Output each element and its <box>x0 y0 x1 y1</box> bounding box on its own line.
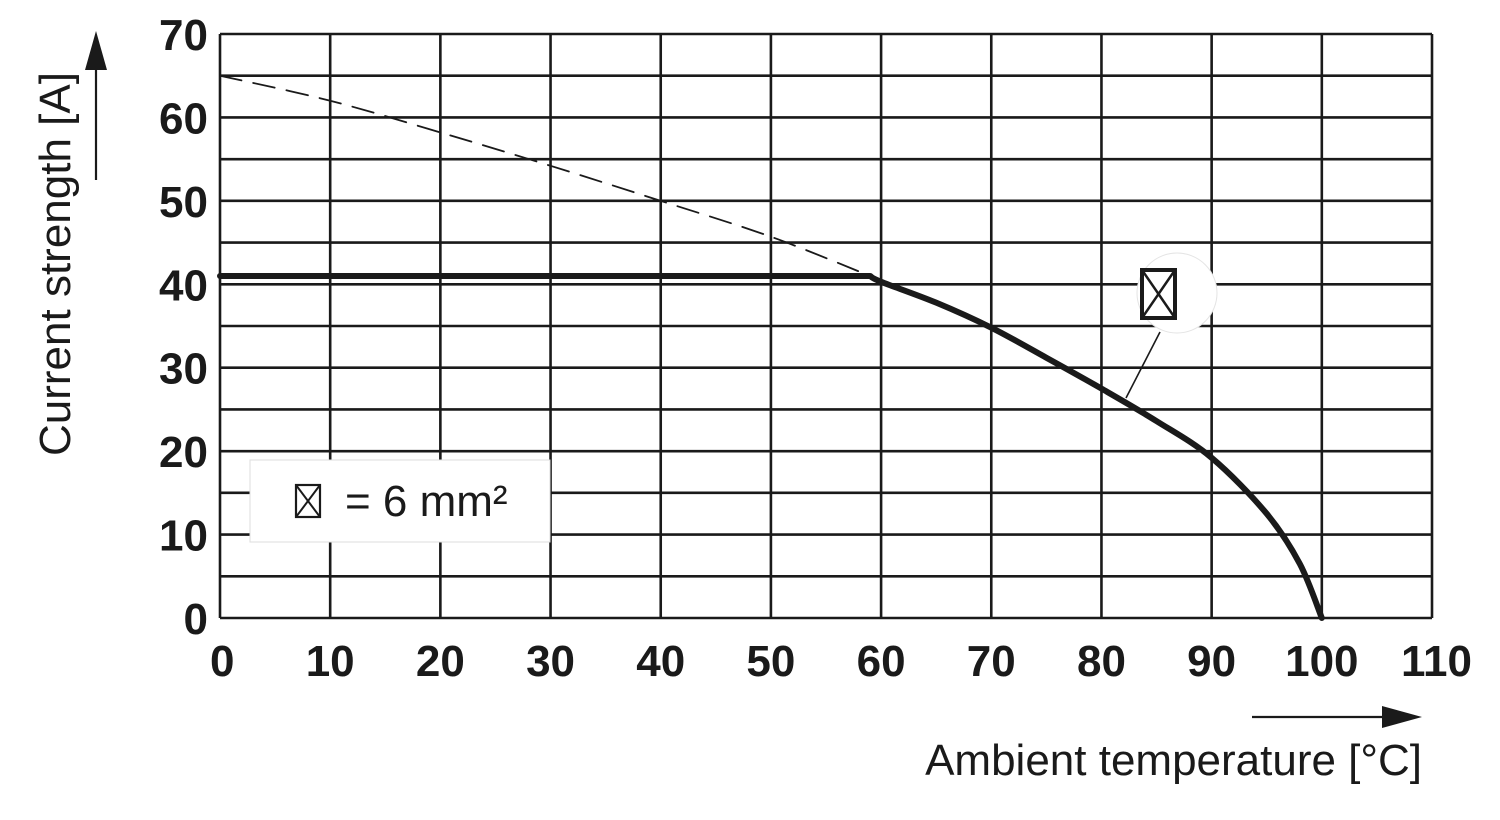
legend: = 6 mm² <box>249 459 551 543</box>
x-tick-label: 70 <box>967 637 1016 686</box>
x-axis-title-group: Ambient temperature [°C] <box>925 706 1422 785</box>
y-tick-label: 30 <box>159 345 208 394</box>
wire-cross-section-icon <box>1140 268 1177 320</box>
y-axis-title-group: Current strength [A] <box>31 31 107 456</box>
y-axis-title: Current strength [A] <box>31 72 80 456</box>
annotation-leader-line <box>1125 331 1161 399</box>
y-tick-label: 40 <box>159 261 208 310</box>
grid <box>218 32 1434 620</box>
x-tick-label: 60 <box>857 637 906 686</box>
x-tick-label: 90 <box>1187 637 1236 686</box>
y-tick-label: 20 <box>159 428 208 477</box>
legend-text: = 6 mm² <box>345 477 508 526</box>
x-tick-label: 80 <box>1077 637 1126 686</box>
curve-annotation <box>1125 252 1218 399</box>
x-tick-label: 100 <box>1285 637 1358 686</box>
y-tick-label: 10 <box>159 512 208 561</box>
dashed-reference-curve <box>219 74 871 277</box>
x-tick-label: 40 <box>636 637 685 686</box>
y-tick-label: 50 <box>159 178 208 227</box>
y-axis-ticks: 0 10 20 30 40 50 60 70 <box>159 11 208 644</box>
x-tick-label: 110 <box>1401 637 1472 686</box>
y-axis-arrow-icon <box>85 31 107 180</box>
x-tick-label: 50 <box>746 637 795 686</box>
x-axis-ticks: 0 10 20 30 40 50 60 70 80 90 100 110 <box>210 637 1472 686</box>
series-layer <box>217 74 1325 621</box>
wire-cross-section-icon <box>294 483 322 519</box>
x-axis-title: Ambient temperature [°C] <box>925 736 1422 785</box>
derating-curve <box>217 272 1325 621</box>
x-tick-label: 0 <box>210 637 234 686</box>
x-axis-arrow-icon <box>1252 706 1422 728</box>
x-tick-label: 30 <box>526 637 575 686</box>
y-tick-label: 0 <box>184 595 208 644</box>
y-tick-label: 60 <box>159 94 208 143</box>
x-tick-label: 10 <box>306 637 355 686</box>
x-tick-label: 20 <box>416 637 465 686</box>
y-tick-label: 70 <box>159 11 208 60</box>
